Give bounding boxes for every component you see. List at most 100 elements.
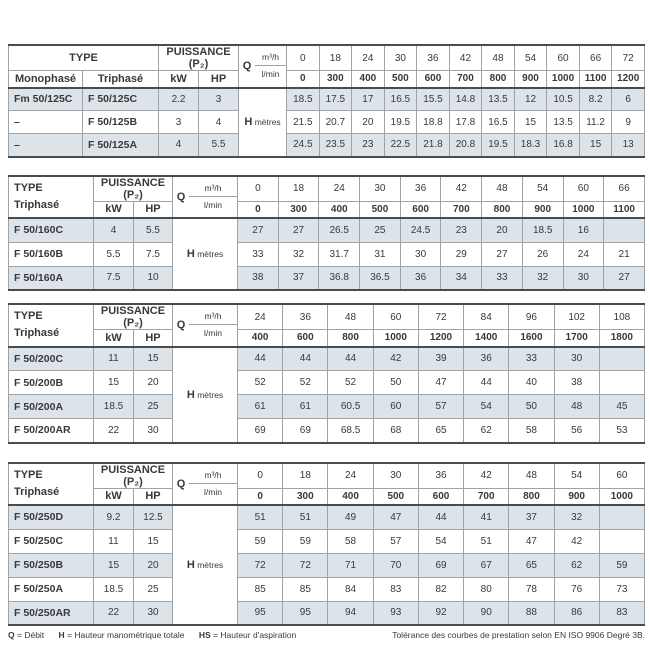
lmin-value: 1800 [598, 329, 646, 348]
m3h-value: 66 [578, 44, 613, 71]
h-value-cell: 50 [508, 394, 555, 419]
q-label: Q [176, 477, 186, 490]
kw-value: 4 [158, 133, 200, 157]
h-value-cell: 37 [277, 265, 320, 291]
pump-type-triphase: F 50/250C [8, 528, 94, 554]
h-value-cell: 30 [399, 241, 442, 267]
h-value-cell: 36 [463, 346, 510, 371]
pump-type-triphase: F 50/200B [8, 370, 94, 395]
h-value-cell: 32 [277, 241, 320, 267]
kw-value: 9.2 [93, 504, 134, 530]
kw-header: kW [158, 70, 200, 89]
h-value-cell: 9 [611, 110, 645, 134]
header-row-2: kW HP 400 600 800 1000 1200 1400 1600 1700 1800 [9, 329, 646, 348]
m3h-value: 24 [237, 303, 284, 330]
legend-abbr: HS [198, 630, 211, 640]
lmin-value: 0 [237, 200, 279, 219]
header-row-2: kW HP 0 300 400 500 600 700 800 900 1000 [9, 487, 646, 506]
kw-value: 15 [93, 370, 134, 395]
h-value-cell: 47 [508, 528, 555, 554]
lmin-value: 0 [286, 70, 320, 89]
type-header: TYPE Triphasé [8, 175, 94, 219]
type-header: TYPE Triphasé [8, 462, 94, 506]
hp-value: 12.5 [132, 504, 174, 530]
m3h-value: 24 [318, 175, 361, 202]
h-value-cell: 25 [359, 217, 401, 243]
lmin-value: 1400 [463, 329, 510, 348]
m3h-unit-label: m³/h [189, 180, 237, 197]
triphase-label: Triphasé [14, 485, 60, 498]
m3h-value: 36 [416, 44, 450, 71]
q-units: m³/h l/min [189, 308, 237, 342]
kw-value: 11 [93, 346, 134, 371]
h-value-cell: 15.5 [416, 87, 450, 111]
pump-type-triphase: F 50/125C [81, 87, 160, 111]
table-row: F 50/160C 4 5.5 H mètres 27 27 26.5 25 24.5 23 20 1… [8, 217, 645, 291]
h-value-cell: 56 [553, 418, 600, 443]
m3h-value: 30 [383, 44, 418, 71]
m3h-value: 30 [359, 175, 401, 202]
h-value-cell: 44 [327, 346, 374, 371]
h-value-cell: 52 [327, 370, 374, 395]
lmin-value: 1200 [611, 70, 645, 89]
h-metres-cell: H mètres [238, 87, 288, 157]
h-value-cell: 34 [440, 265, 483, 291]
h-value-cell: 8.2 [578, 87, 613, 111]
type-header: TYPE [7, 44, 160, 71]
pump-type-triphase: F 50/200A [8, 394, 94, 419]
table-row: F 50/250A 18.5 25 85 85 84 83 82 80 78 76 73 [8, 576, 646, 602]
pump-type-triphase: F 50/250D [8, 504, 94, 530]
hp-value: 7.5 [132, 241, 174, 267]
lmin-value: 1700 [553, 329, 600, 348]
pump-type-monophase: – [8, 110, 83, 134]
hp-value: 10 [132, 265, 174, 291]
lmin-unit-label: l/min [204, 486, 222, 497]
h-value-cell: 45 [598, 394, 646, 419]
h-value-cell: 58 [508, 418, 555, 443]
h-value-cell: 21 [603, 241, 645, 267]
h-value-cell: 32 [521, 265, 564, 291]
h-value-cell: 30 [553, 346, 600, 371]
legend-text: = Hauteur manométrique totale [67, 630, 185, 640]
legend-text: = Hauteur d'aspiration [213, 630, 297, 640]
kw-value: 22 [93, 600, 134, 626]
h-value-cell: 27 [481, 241, 523, 267]
m3h-value: 42 [463, 462, 510, 489]
h-value-cell: 62 [553, 552, 600, 578]
table-row: F 50/200C 11 15 H mètres 44 44 44 42 39 36 33 30 [8, 346, 646, 443]
footer: Q = Débit H = Hauteur manométrique total… [8, 630, 645, 640]
kw-value: 18.5 [93, 394, 134, 419]
h-value-cell: 13.5 [481, 87, 515, 111]
h-value-cell: 51 [463, 528, 510, 554]
h-value-cell [598, 346, 646, 371]
h-value-cell: 16 [562, 217, 605, 243]
pump-type-monophase: Fm 50/125C [8, 87, 83, 111]
h-value-cell: 22.5 [383, 133, 418, 157]
h-value-cell: 61 [237, 394, 284, 419]
lmin-value: 600 [417, 487, 465, 506]
h-metres-cell: H mètres [172, 217, 239, 291]
m3h-unit-label: m³/h [189, 467, 237, 484]
puissance-header: PUISSANCE (P₂) [92, 175, 174, 202]
m3h-value: 30 [372, 462, 419, 489]
lmin-value: 600 [282, 329, 329, 348]
q-label: Q [242, 60, 252, 73]
h-value-cell [598, 528, 646, 554]
h-label: H [186, 559, 195, 571]
h-value-cell: 29 [440, 241, 483, 267]
h-value-cell: 95 [237, 600, 284, 626]
h-value-cell: 72 [282, 552, 329, 578]
h-value-cell: 50 [372, 370, 419, 395]
m3h-value: 72 [611, 44, 645, 71]
table-row: Fm 50/125C F 50/125C 2.2 3 H mètres 18.5 17.5 1… [8, 87, 645, 157]
h-value-cell: 59 [282, 528, 329, 554]
h-value-cell [598, 504, 646, 530]
m3h-value: 54 [521, 175, 564, 202]
h-value-cell: 47 [417, 370, 465, 395]
